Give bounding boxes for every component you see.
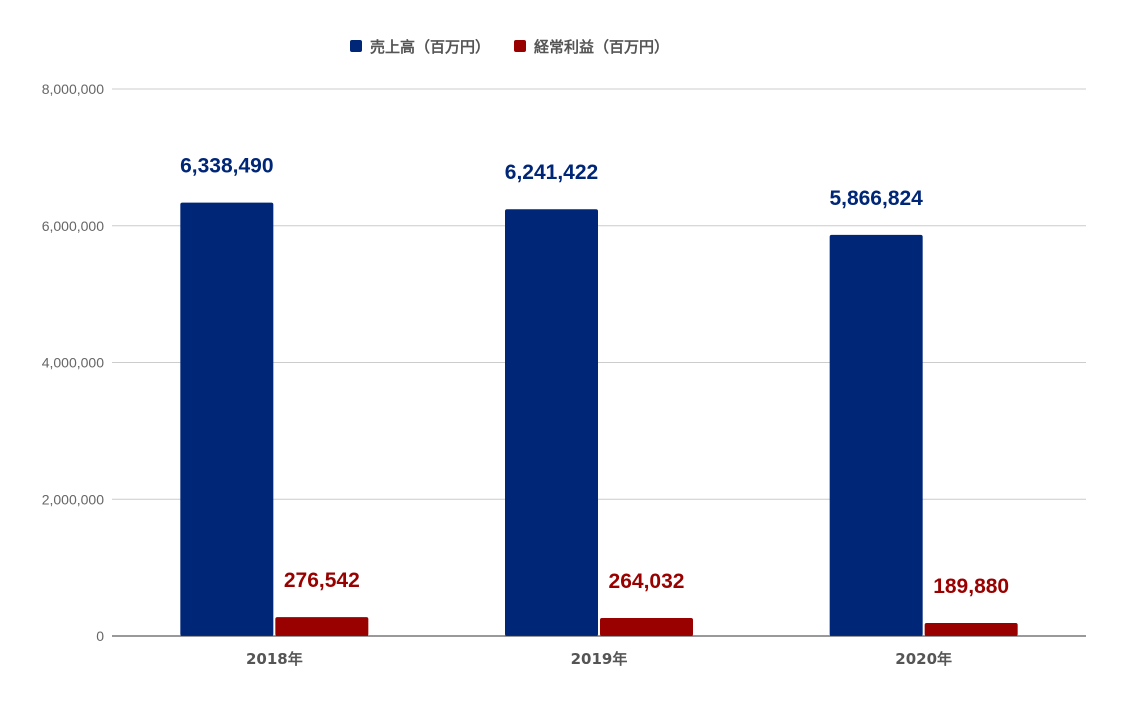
y-tick-label: 8,000,000: [42, 81, 104, 97]
legend-label-ordinary-profit: 経常利益（百万円）: [534, 37, 670, 56]
legend: 売上高（百万円） 経常利益（百万円）: [0, 36, 1122, 56]
bar-sales[interactable]: [505, 209, 598, 636]
bar-ordinary-profit[interactable]: [600, 617, 693, 636]
y-tick-label: 2,000,000: [42, 491, 104, 507]
legend-item-sales[interactable]: 売上高（百万円）: [350, 36, 490, 56]
data-label: 5,866,824: [829, 187, 923, 210]
y-tick-label: 4,000,000: [42, 355, 104, 371]
gridlines: [112, 88, 1086, 500]
data-label: 264,032: [609, 570, 685, 593]
bar-sales[interactable]: [829, 234, 923, 637]
x-tick-label: 2019年: [571, 650, 628, 668]
legend-label-sales: 売上高（百万円）: [370, 37, 491, 56]
y-tick-label: 0: [96, 628, 104, 644]
data-label: 6,338,490: [180, 155, 273, 178]
bar-sales[interactable]: [180, 202, 274, 636]
x-tick-label: 2020年: [895, 650, 952, 668]
bar-ordinary-profit[interactable]: [275, 617, 369, 636]
data-labels: 6,338,490 276,542 6,241,422 264,032 5,866,82…: [180, 155, 1009, 598]
y-tick-label: 6,000,000: [42, 218, 104, 234]
data-label: 6,241,422: [505, 161, 598, 184]
y-axis-ticks: 0 2,000,000 4,000,000 6,000,000 8,000,000: [42, 81, 105, 644]
data-label: 189,880: [933, 575, 1009, 598]
legend-item-ordinary-profit[interactable]: 経常利益（百万円）: [514, 36, 669, 56]
x-axis-ticks: 2018年 2019年 2020年: [246, 650, 952, 668]
bars: [180, 202, 1018, 637]
bar-ordinary-profit[interactable]: [924, 623, 1018, 636]
legend-swatch-sales: [350, 40, 362, 52]
legend-swatch-ordinary-profit: [514, 40, 526, 52]
data-label: 276,542: [284, 569, 360, 592]
x-tick-label: 2018年: [246, 650, 303, 668]
